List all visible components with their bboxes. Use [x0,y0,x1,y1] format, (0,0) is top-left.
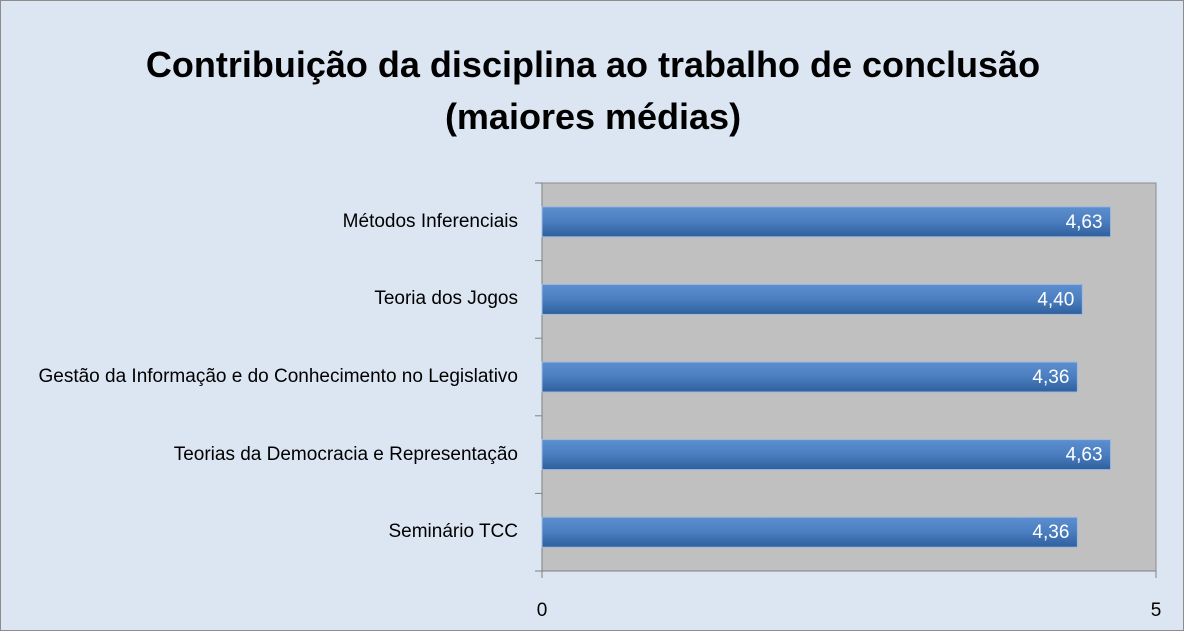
y-tick-label: Métodos Inferenciais [342,210,518,232]
bar [541,516,1078,548]
value-label: 4,40 [1037,289,1074,310]
y-tick-label-box: Teorias da Democracia e Representação [11,425,518,485]
value-label: 4,63 [1066,212,1103,233]
x-tick-label: 0 [537,600,548,621]
y-tick-label: Teorias da Democracia e Representação [173,443,518,465]
y-tick-label-box: Gestão da Informação e do Conhecimento n… [11,347,518,407]
bar [541,206,1112,238]
y-tick-label-box: Teoria dos Jogos [11,269,518,329]
y-tick-label: Teoria dos Jogos [374,288,518,310]
chart-title: Contribuição da disciplina ao trabalho d… [145,44,1041,137]
bar [541,361,1078,393]
value-label: 4,36 [1032,522,1069,543]
bar [541,439,1112,471]
x-tick-label: 5 [1151,600,1162,621]
y-tick-label-box: Métodos Inferenciais [11,192,518,252]
value-label: 4,63 [1066,445,1103,466]
y-tick-label-box: Seminário TCC [11,502,518,562]
value-label: 4,36 [1032,367,1069,388]
y-tick-label: Seminário TCC [388,521,518,543]
y-tick-label: Gestão da Informação e do Conhecimento n… [38,366,518,387]
bar [541,283,1083,315]
